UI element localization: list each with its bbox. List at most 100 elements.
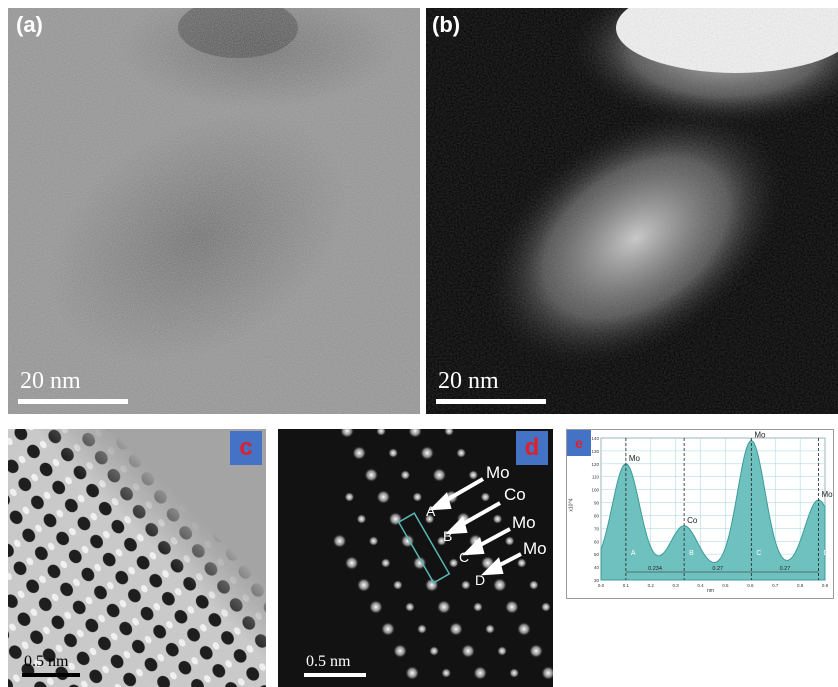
atom-column [509, 668, 520, 678]
arrow-d-head [480, 557, 504, 576]
atom-column [412, 556, 427, 570]
atom-column [429, 646, 440, 656]
atom-column [417, 624, 427, 634]
arrow-label-2: Co [504, 485, 526, 504]
e-ylabel: x10^4 [568, 498, 575, 512]
arrow-label-4: Mo [523, 539, 547, 558]
profile-area [600, 440, 826, 581]
atom-column [352, 446, 367, 460]
atom-column [541, 666, 553, 680]
y-tick-label: 110 [592, 475, 600, 480]
profile-box [397, 512, 451, 584]
atom-column [424, 514, 435, 524]
y-tick-label: 140 [591, 436, 599, 441]
atom-column [461, 644, 476, 658]
x-tick-label: 0.5 [722, 583, 729, 588]
atom-column [356, 578, 371, 592]
atom-column [473, 666, 488, 680]
atom-column [368, 536, 379, 546]
x-tick-label: 0.9 [822, 583, 829, 588]
panel-c-tag: c [230, 431, 262, 465]
panel-d-atomic-columns: d Mo Co Mo Mo A B C D 0.5 nm [278, 429, 553, 687]
atom-column [468, 470, 479, 480]
atom-column [368, 600, 383, 614]
atom-column [441, 668, 452, 678]
peak-element-label: Mo [629, 454, 641, 463]
panel-b-scale-bar [436, 399, 546, 404]
panel-b-haadf-image: (b) 20 nm [426, 8, 838, 414]
atom-column [376, 429, 387, 436]
peak-element-label: Mo [822, 490, 833, 499]
atom-column [380, 558, 391, 568]
x-tick-label: 0.6 [747, 583, 754, 588]
atom-column [517, 622, 531, 636]
y-tick-label: 120 [591, 462, 599, 467]
x-tick-label: 0.2 [648, 583, 655, 588]
panel-e-tag: e [567, 430, 591, 456]
atom-column [388, 448, 399, 458]
x-tick-label: 0.0 [598, 583, 605, 588]
y-tick-label: 70 [594, 526, 600, 531]
y-tick-label: 100 [591, 488, 599, 493]
atom-column [540, 602, 551, 612]
atom-column [405, 666, 420, 680]
panel-a-tem-image: (a) 20 nm [8, 8, 420, 414]
atom-column [449, 622, 463, 636]
atom-column [356, 514, 367, 524]
atom-column [529, 644, 544, 658]
e-xlabel: nm [707, 588, 714, 594]
panel-d-tag: d [516, 431, 548, 465]
distance-label: 0.27 [712, 566, 723, 572]
y-tick-label: 60 [594, 539, 600, 544]
panel-d-scale-bar [304, 673, 366, 677]
peak-letter-label: C [756, 550, 761, 557]
y-tick-label: 80 [594, 513, 600, 518]
atom-column [497, 646, 508, 656]
haadf-image-b [426, 8, 838, 414]
x-tick-label: 0.8 [797, 583, 804, 588]
point-label-b: B [443, 528, 453, 544]
atom-column [381, 622, 395, 636]
atom-column [492, 514, 503, 524]
arrow-c-head [461, 537, 485, 556]
atom-column [344, 556, 359, 570]
tem-image-a [8, 8, 420, 414]
distance-label: 0.27 [780, 566, 791, 572]
arrow-label-1: Mo [486, 463, 510, 482]
atom-column [332, 534, 347, 548]
atom-column [492, 578, 507, 592]
peak-letter-label: A [631, 550, 636, 557]
atom-column [485, 624, 495, 634]
atom-column [480, 492, 491, 502]
peak-element-label: Co [687, 516, 698, 525]
panel-a-scale-text: 20 nm [20, 368, 81, 394]
panel-b-scale-text: 20 nm [438, 368, 499, 394]
panel-c-lattice-image: c 0.5 nm [8, 429, 266, 687]
x-tick-label: 0.3 [673, 583, 680, 588]
atom-column [393, 644, 408, 658]
atom-column [472, 602, 483, 612]
panel-b-label: (b) [432, 12, 461, 37]
point-label-d: D [475, 572, 486, 588]
atom-column [432, 468, 447, 482]
panel-c-scale-bar [22, 673, 80, 677]
atom-column [408, 429, 423, 438]
arrow-label-3: Mo [512, 513, 536, 532]
atom-column [528, 580, 539, 590]
atom-column [504, 600, 519, 614]
x-tick-label: 0.1 [623, 583, 630, 588]
atom-column [392, 580, 403, 590]
atom-column [448, 558, 459, 568]
peak-element-label: Mo [754, 431, 766, 440]
y-tick-label: 90 [594, 501, 600, 506]
atom-column [456, 448, 467, 458]
distance-label: 0.234 [648, 566, 662, 572]
atom-column [364, 468, 379, 482]
atom-column [344, 492, 355, 502]
atomic-columns-d [278, 429, 553, 687]
peak-letter-label: B [689, 550, 694, 557]
panel-a-scale-bar [18, 399, 128, 404]
atom-column [444, 429, 455, 436]
atom-column [516, 558, 527, 568]
x-tick-label: 0.4 [697, 583, 704, 588]
